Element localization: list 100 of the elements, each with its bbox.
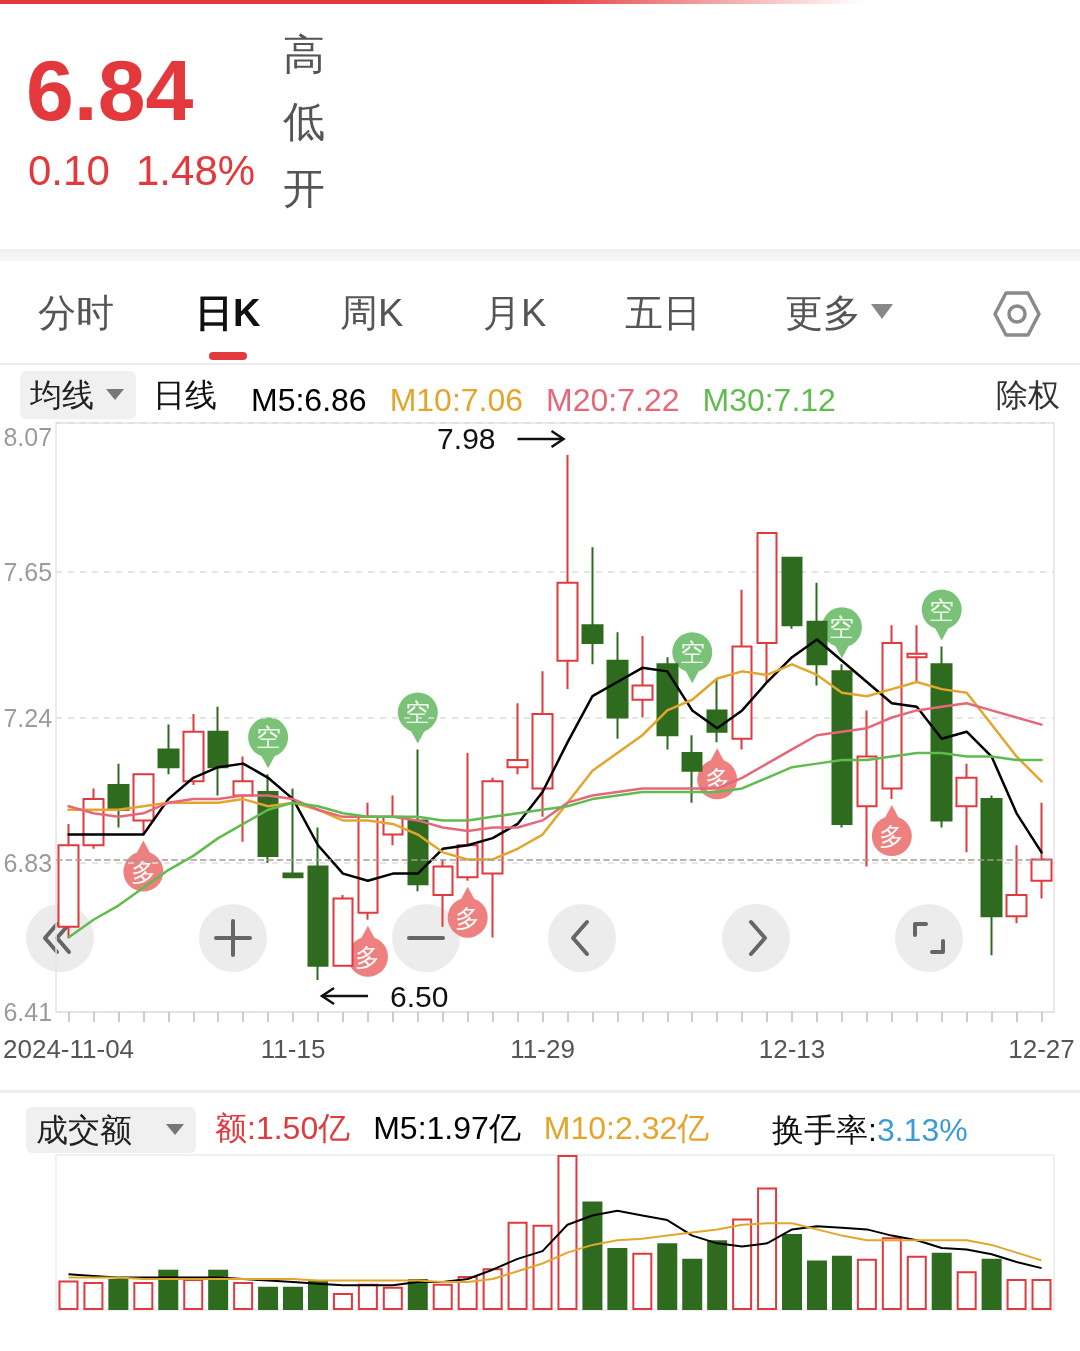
bar — [482, 1268, 503, 1310]
bar — [557, 1155, 578, 1310]
candlestick — [107, 762, 130, 829]
bar — [332, 1292, 353, 1310]
y-tick-label: 6.83 — [3, 848, 53, 877]
bar — [582, 1201, 603, 1310]
candlestick — [332, 893, 354, 967]
dropdown-button: 均线 — [20, 371, 136, 419]
annotation: 多 — [455, 903, 481, 932]
bar — [258, 1286, 279, 1310]
candlestick — [681, 734, 703, 804]
annotation: 多 — [879, 822, 905, 851]
bar — [632, 1252, 653, 1310]
bar — [58, 1280, 79, 1310]
candlestick — [232, 755, 254, 843]
bar — [283, 1286, 304, 1310]
text: 更多 — [785, 292, 861, 334]
bar — [133, 1282, 154, 1310]
candlestick — [656, 656, 679, 751]
y-tick-label: 7.24 — [3, 703, 53, 732]
candlestick — [531, 670, 554, 818]
bar — [83, 1282, 104, 1310]
line-series — [67, 638, 1043, 882]
x-tick-label: 11-15 — [260, 1034, 326, 1064]
candlestick — [831, 663, 853, 829]
candlestick — [556, 453, 579, 691]
candlestick — [282, 787, 304, 879]
line-series — [67, 751, 1043, 939]
text: 开 — [283, 165, 325, 212]
text: 日K — [195, 292, 261, 334]
text: 五日 — [625, 292, 701, 334]
bar — [881, 1237, 902, 1310]
text: 月K — [483, 292, 547, 334]
candlestick — [432, 858, 454, 928]
line-series — [67, 663, 1043, 861]
annotation: 空 — [679, 638, 705, 667]
annotation: 7.98 — [437, 422, 496, 456]
bar — [532, 1224, 553, 1310]
bar — [956, 1271, 977, 1310]
bar — [507, 1221, 528, 1310]
text: M20:7.22 — [546, 382, 680, 418]
text: 分时 — [38, 292, 114, 334]
text: M10:2.32亿 — [543, 1110, 710, 1146]
candlestick — [881, 624, 903, 801]
candlestick — [506, 702, 529, 776]
candlestick — [307, 826, 329, 982]
annotation: 空 — [255, 723, 281, 752]
candlestick — [1005, 844, 1028, 925]
text: M5:1.97亿 — [373, 1110, 521, 1146]
bar — [357, 1283, 378, 1310]
bar — [682, 1258, 703, 1310]
y-tick-label: 7.65 — [3, 558, 53, 587]
text: 6.84 — [26, 42, 194, 138]
candlestick — [581, 546, 604, 666]
bar — [806, 1260, 827, 1310]
candlestick — [357, 801, 379, 921]
text: M10:7.06 — [389, 382, 524, 418]
text: M5:6.86 — [251, 382, 367, 418]
bar — [432, 1283, 453, 1310]
annotation: 多 — [130, 857, 156, 886]
candlestick — [157, 723, 180, 776]
candlestick — [182, 712, 205, 786]
x-tick-label: 12-27 — [1008, 1034, 1075, 1064]
bar — [856, 1258, 877, 1310]
text: 0.10 — [28, 147, 110, 194]
text: 额:1.50亿 — [215, 1110, 351, 1146]
candlestick — [980, 794, 1003, 957]
bar — [831, 1255, 852, 1310]
bar — [931, 1252, 952, 1310]
candlestick — [955, 762, 978, 854]
candlestick — [856, 709, 878, 868]
bar — [108, 1279, 129, 1310]
bar — [981, 1258, 1002, 1310]
bar — [233, 1282, 254, 1310]
text: M30:7.12 — [702, 382, 836, 418]
text: 换手率:3.13% — [772, 1112, 968, 1148]
candlestick — [731, 588, 753, 751]
dropdown-button: 成交额 — [26, 1107, 196, 1153]
text: 周K — [340, 292, 404, 334]
y-tick-label: 6.41 — [3, 998, 53, 1026]
bar — [1031, 1279, 1052, 1310]
bar — [382, 1286, 403, 1310]
bar — [208, 1269, 229, 1310]
text: 1.48% — [136, 147, 256, 194]
candlestick — [781, 556, 803, 630]
text: 高 — [283, 31, 325, 78]
candlestick — [806, 581, 828, 687]
candlestick — [1030, 801, 1053, 900]
annotation: 空 — [405, 698, 431, 727]
candlestick — [207, 705, 229, 797]
candlestick — [631, 634, 654, 719]
bar — [757, 1187, 778, 1310]
bar — [607, 1248, 628, 1310]
annotation: 空 — [929, 595, 955, 624]
candlestick — [606, 631, 629, 740]
x-tick-label: 11-29 — [510, 1034, 575, 1064]
candlestick — [906, 624, 928, 684]
bar — [782, 1234, 803, 1310]
x-tick-label: 2024-11-04 — [2, 1034, 135, 1064]
candlestick — [756, 531, 778, 684]
